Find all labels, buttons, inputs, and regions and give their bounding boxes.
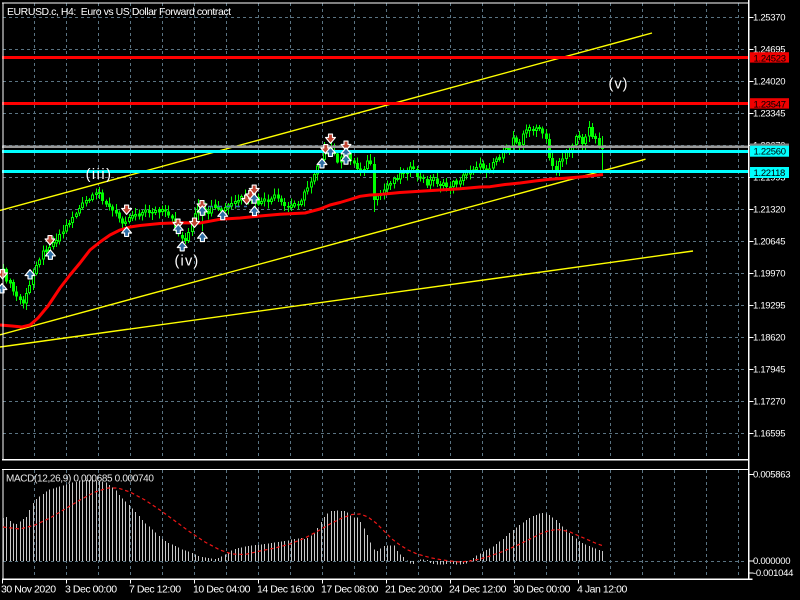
- svg-text:1.23345: 1.23345: [753, 109, 785, 120]
- svg-text:1.21320: 1.21320: [753, 205, 785, 216]
- svg-text:30 Dec 00:00: 30 Dec 00:00: [513, 584, 571, 596]
- svg-text:-0.001044: -0.001044: [753, 568, 793, 579]
- svg-text:1.19970: 1.19970: [753, 269, 785, 280]
- svg-text:1.20645: 1.20645: [753, 237, 785, 248]
- svg-text:(iii): (iii): [86, 167, 113, 183]
- svg-text:EURUSD.c, H4: Euro vs US Doll: EURUSD.c, H4: Euro vs US Dollar Forward …: [7, 6, 231, 18]
- svg-text:1.22118: 1.22118: [754, 168, 786, 179]
- svg-text:17 Dec 08:00: 17 Dec 08:00: [321, 584, 379, 596]
- svg-text:1.24523: 1.24523: [754, 53, 786, 64]
- svg-text:4 Jan 12:00: 4 Jan 12:00: [577, 584, 628, 596]
- svg-text:(iv): (iv): [175, 254, 200, 270]
- svg-text:21 Dec 20:00: 21 Dec 20:00: [385, 584, 443, 596]
- svg-text:14 Dec 16:00: 14 Dec 16:00: [257, 584, 315, 596]
- svg-text:0.005863: 0.005863: [753, 470, 790, 481]
- svg-text:7 Dec 12:00: 7 Dec 12:00: [129, 584, 181, 596]
- svg-text:1.18620: 1.18620: [753, 333, 785, 344]
- svg-text:1.24695: 1.24695: [753, 45, 785, 56]
- svg-text:1.23547: 1.23547: [754, 99, 786, 110]
- svg-text:MACD(12,26,9) 0.000685 0.00074: MACD(12,26,9) 0.000685 0.000740: [6, 474, 154, 485]
- svg-text:1.17945: 1.17945: [753, 365, 785, 376]
- svg-text:1.22560: 1.22560: [754, 147, 786, 158]
- svg-text:1.24020: 1.24020: [753, 77, 785, 88]
- svg-text:3 Dec 00:00: 3 Dec 00:00: [65, 584, 117, 596]
- svg-text:30 Nov 2020: 30 Nov 2020: [1, 584, 56, 596]
- svg-text:1.25370: 1.25370: [753, 13, 785, 24]
- svg-text:1.17270: 1.17270: [753, 397, 785, 408]
- svg-text:0.000000: 0.000000: [753, 556, 790, 567]
- svg-text:(v): (v): [609, 77, 629, 93]
- svg-text:10 Dec 04:00: 10 Dec 04:00: [193, 584, 251, 596]
- svg-text:24 Dec 12:00: 24 Dec 12:00: [449, 584, 507, 596]
- svg-text:1.16595: 1.16595: [753, 429, 785, 440]
- svg-text:1.19295: 1.19295: [753, 301, 785, 312]
